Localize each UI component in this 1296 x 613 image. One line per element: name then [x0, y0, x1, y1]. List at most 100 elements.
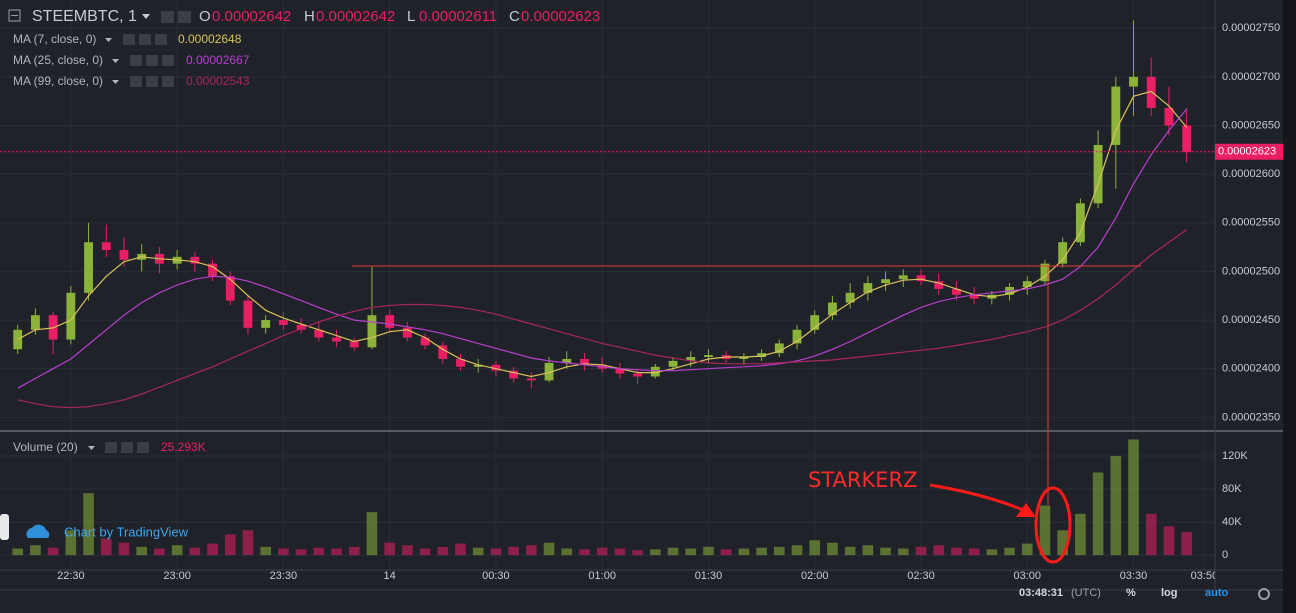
y-tick-label: 0.00002750 — [1222, 22, 1280, 34]
candle-body — [314, 329, 324, 338]
volume-bar — [720, 549, 732, 556]
candle-body — [615, 368, 625, 374]
candle-body — [278, 320, 288, 325]
x-tick-label: 02:00 — [801, 570, 829, 582]
volume-bar — [154, 548, 165, 556]
candle-body — [774, 343, 784, 354]
volume-bar — [1128, 439, 1139, 556]
volume-bar — [1092, 472, 1104, 556]
candle-body — [792, 329, 802, 344]
volume-bar — [278, 548, 289, 556]
y-tick-label: 0.00002400 — [1222, 363, 1280, 375]
candle-body — [951, 288, 961, 295]
price-pane — [0, 20, 1215, 409]
icon[interactable] — [137, 442, 149, 453]
timezone[interactable]: (UTC) — [1071, 587, 1101, 599]
ma-line — [17, 229, 1188, 409]
ma-legend: MA (7, close, 0) 0.00002648 MA (25, close,… — [13, 32, 250, 88]
settings[interactable] — [1258, 588, 1270, 600]
volume-bar — [862, 545, 874, 556]
volume-bar — [83, 493, 94, 556]
volume-bar — [596, 547, 608, 556]
volume-tick-label: 80K — [1222, 483, 1242, 495]
volume-bar — [986, 549, 998, 556]
time-axis: 22:30 23:00 23:30 14 00:30 01:00 01:30 02:00 02:… — [57, 570, 1219, 582]
volume-bar — [1145, 513, 1157, 556]
candle-body — [243, 300, 253, 328]
ma-value: 0.00002543 — [186, 74, 250, 88]
volume-pane — [12, 439, 1192, 556]
candle-body — [332, 337, 341, 342]
edge — [1283, 0, 1296, 613]
volume-bar — [526, 545, 537, 556]
percent-toggle[interactable]: % — [1126, 587, 1136, 599]
candle-body — [385, 315, 395, 328]
candle-body — [1129, 76, 1138, 87]
volume-bar — [508, 546, 519, 556]
x-tick-label: 01:00 — [588, 570, 616, 582]
candle-body — [101, 242, 111, 251]
volume-bar — [384, 542, 395, 556]
log-toggle[interactable]: log — [1161, 587, 1178, 599]
volume-bar — [313, 547, 325, 556]
candle-body — [881, 279, 890, 284]
candle-body — [845, 292, 855, 303]
volume-value: 25.293K — [161, 440, 206, 454]
candle-body — [473, 364, 483, 367]
volume-bar — [189, 547, 201, 556]
volume-bar — [260, 546, 271, 556]
volume-bar — [472, 547, 484, 556]
candle-body — [1111, 86, 1121, 145]
last-price-label: 0.00002623 — [1218, 146, 1276, 158]
candle-body — [916, 275, 926, 282]
y-tick-label: 0.00002600 — [1222, 168, 1280, 180]
candle-body — [30, 315, 40, 330]
candle-body — [420, 337, 430, 346]
auto-toggle[interactable]: auto — [1205, 587, 1229, 599]
y-tick-label: 0.00002650 — [1222, 119, 1280, 131]
volume-bar — [1163, 526, 1175, 556]
volume-bar — [933, 545, 945, 556]
volume-bar — [118, 542, 130, 556]
ohlc-value: 0.00002642 — [316, 8, 395, 25]
candle-body — [1022, 281, 1032, 287]
volume-bar — [791, 545, 803, 556]
side-handle[interactable] — [0, 514, 9, 540]
volume-bar — [844, 546, 856, 556]
ohlc-label: O — [199, 8, 211, 25]
candle-body — [13, 329, 23, 350]
icon[interactable] — [121, 442, 133, 453]
dropdown — [112, 80, 119, 84]
collapse-icon[interactable] — [8, 9, 21, 22]
ohlc-label: C — [509, 8, 520, 25]
drawn-ellipse — [1034, 486, 1072, 564]
volume-bar — [171, 545, 183, 556]
volume-bar — [667, 547, 679, 556]
icon[interactable] — [178, 11, 191, 23]
drawn-arrow — [929, 483, 1031, 515]
symbol[interactable]: STEEMBTC, 1 — [32, 8, 137, 25]
volume-bar — [880, 547, 891, 556]
volume-label: Volume (20) — [13, 440, 78, 454]
candle-body — [863, 283, 873, 293]
ohlc-value: 0.00002642 — [212, 8, 291, 25]
icon[interactable] — [161, 11, 174, 23]
icon[interactable] — [105, 442, 117, 453]
ohlc-value: 0.00002623 — [521, 8, 600, 25]
y-tick-label: 0.00002700 — [1222, 71, 1280, 83]
volume-bar — [827, 542, 838, 556]
volume-bar — [65, 530, 77, 556]
watermark[interactable]: Chart by TradingView — [64, 524, 189, 539]
volume-bar — [738, 548, 750, 556]
candle-body — [208, 263, 217, 277]
candle-body — [1075, 203, 1085, 243]
candle-body — [456, 358, 465, 367]
dropdown — [105, 38, 112, 42]
dropdown[interactable] — [142, 14, 150, 19]
icon — [139, 34, 151, 45]
volume-bar — [1075, 513, 1086, 556]
x-tick-label: 03:50 — [1191, 570, 1219, 582]
volume-bar — [579, 549, 590, 556]
dropdown[interactable] — [88, 446, 95, 450]
ma-line — [17, 90, 1188, 378]
